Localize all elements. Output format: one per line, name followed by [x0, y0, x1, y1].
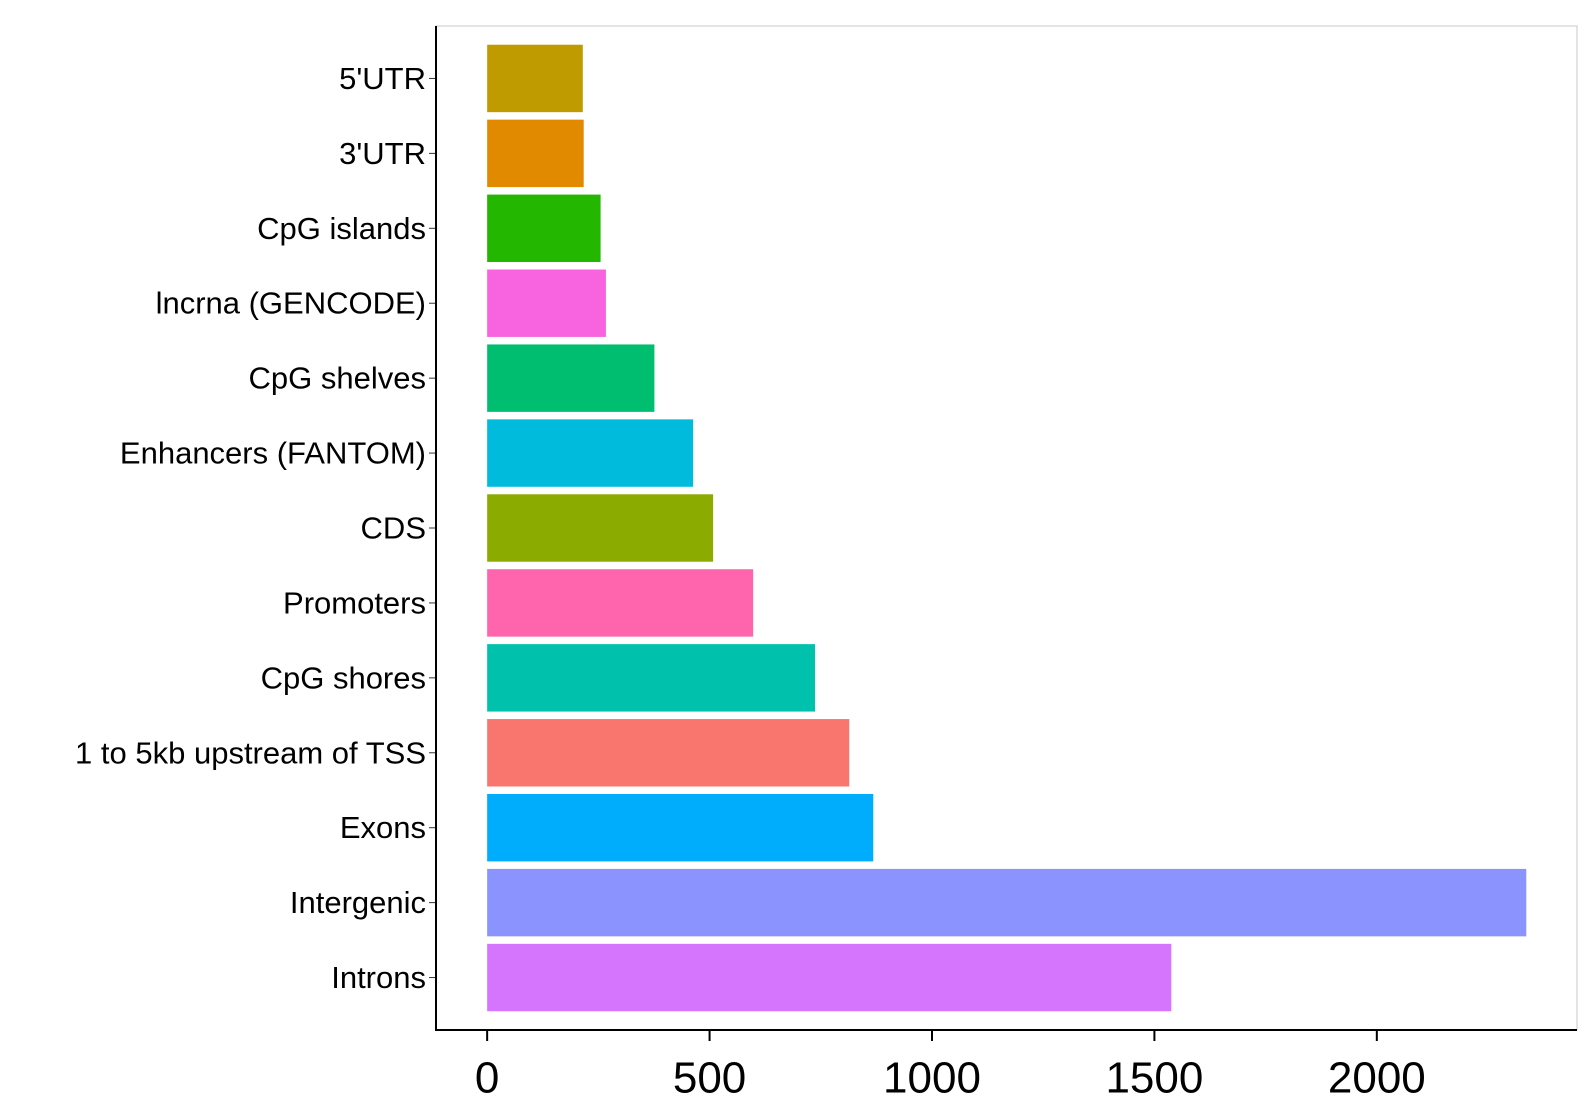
bar [487, 719, 850, 787]
category-label: CDS [361, 511, 426, 546]
x-tick-label: 1000 [883, 1054, 981, 1103]
category-label: Exons [340, 810, 426, 845]
x-tick-label: 2000 [1328, 1054, 1426, 1103]
bar [487, 344, 655, 412]
bar [487, 194, 601, 263]
x-tick-label: 500 [673, 1054, 746, 1103]
category-labels: 5'UTR 3'UTR CpG islands lncrna (GENCODE) CpG… [75, 61, 426, 995]
category-label: Intergenic [290, 885, 426, 920]
bar [487, 868, 1527, 937]
category-label: lncrna (GENCODE) [156, 286, 426, 321]
bar [487, 119, 584, 188]
bars-group [487, 44, 1527, 1012]
bar [487, 494, 714, 562]
bar [487, 793, 874, 862]
category-label: 1 to 5kb upstream of TSS [75, 735, 426, 770]
x-ticks-group: 0 500 1000 1500 2000 [475, 1030, 1426, 1103]
bar [487, 644, 815, 712]
category-label: Introns [331, 960, 426, 995]
bar [487, 419, 694, 487]
bar [487, 943, 1172, 1012]
bar [487, 569, 754, 637]
x-tick-label: 0 [475, 1054, 499, 1103]
category-label: CpG shelves [249, 361, 426, 396]
category-label: 3'UTR [339, 136, 426, 171]
y-tick-marks [429, 77, 436, 979]
category-label: Enhancers (FANTOM) [120, 436, 426, 471]
bar [487, 269, 606, 337]
bar [487, 44, 583, 113]
category-label: CpG shores [261, 660, 426, 695]
category-label: 5'UTR [339, 61, 426, 96]
category-label: CpG islands [257, 211, 426, 246]
category-label: Promoters [283, 585, 426, 620]
x-tick-label: 1500 [1105, 1054, 1203, 1103]
